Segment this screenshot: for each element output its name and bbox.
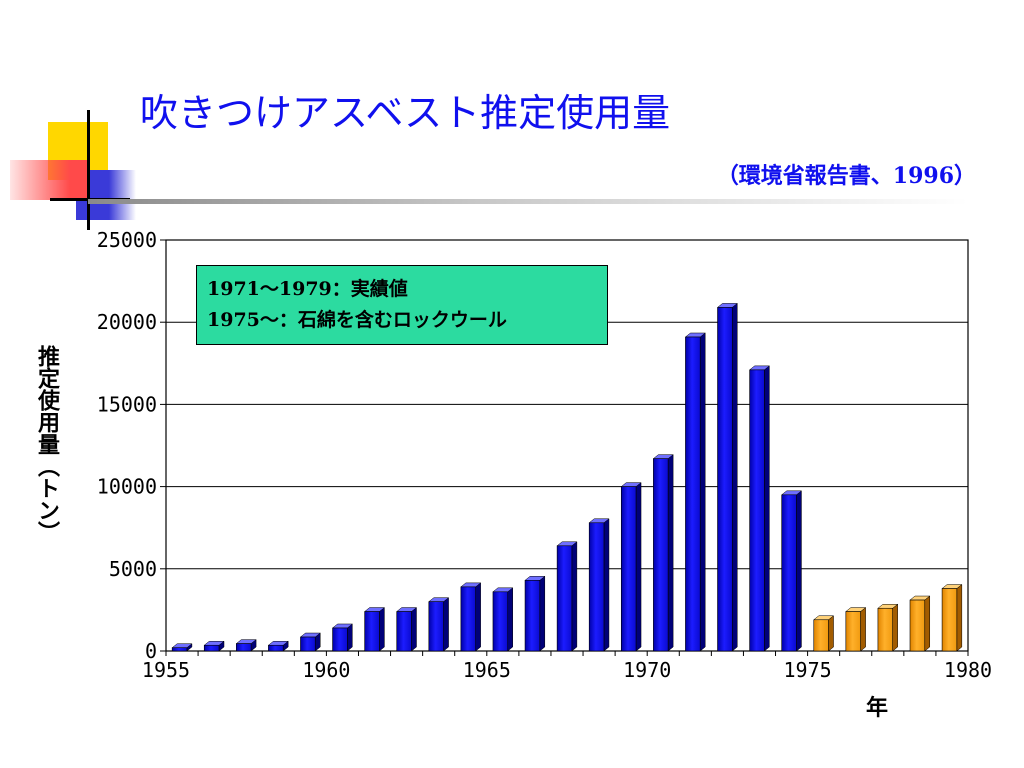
bar: [396, 611, 412, 652]
bar: [877, 607, 893, 652]
bar-side: [699, 332, 706, 652]
bar-side: [667, 454, 674, 652]
bar: [941, 588, 958, 652]
slide-title: 吹きつけアスベスト推定使用量: [140, 91, 671, 135]
bar: [813, 619, 829, 652]
x-tick-label: 1975: [784, 658, 832, 682]
decoration-red-bar: [10, 160, 90, 200]
bar-side: [892, 603, 898, 652]
x-tick-label: 1965: [463, 658, 511, 682]
bar: [492, 591, 509, 652]
bar: [203, 644, 220, 652]
bar: [171, 647, 188, 652]
bar-side: [828, 615, 834, 652]
bar: [524, 580, 541, 652]
y-tick-label: 10000: [97, 475, 157, 499]
bar-side: [956, 584, 963, 652]
bar: [653, 458, 669, 652]
bar-side: [860, 607, 866, 652]
slide-subtitle: （環境省報告書、1996）: [716, 163, 976, 189]
axes: 0 5000 10000 15000 20000 25000 1955 1960 1965 197…: [97, 228, 992, 682]
bar-side: [443, 597, 449, 652]
decoration-vertical-line: [87, 110, 90, 230]
bar-side: [732, 302, 738, 652]
bar: [460, 586, 476, 652]
annotation-line-2: 1975～：石綿を含むロックウール: [207, 309, 507, 331]
y-tick-label: 0: [145, 639, 157, 663]
x-tick-label: 1980: [944, 658, 992, 682]
bar-side: [924, 595, 931, 652]
bar-side: [764, 365, 770, 652]
annotation-line-1: 1971～1979：実績値: [207, 278, 408, 300]
y-axis-label: 推定使用量（トン）: [34, 345, 59, 543]
bar-side: [571, 541, 578, 652]
bar: [300, 636, 316, 652]
bar-side: [539, 575, 546, 652]
title-underline: [88, 199, 968, 204]
x-tick-label: 1955: [142, 658, 190, 682]
bar-side: [347, 623, 353, 652]
y-tick-label: 20000: [97, 310, 157, 334]
bar: [909, 599, 926, 652]
annotation-box: 1971～1979：実績値 1975～：石綿を含むロックウール: [196, 265, 608, 345]
bar-side: [796, 490, 802, 652]
bar: [685, 336, 701, 652]
bar: [364, 611, 380, 652]
bar: [620, 486, 637, 652]
y-tick-label: 15000: [97, 392, 157, 416]
x-tick-label: 1970: [623, 658, 671, 682]
y-tick-label: 25000: [97, 228, 157, 252]
x-axis-label: 年: [866, 696, 889, 721]
bar: [749, 369, 765, 652]
y-tick-label: 5000: [109, 557, 157, 581]
bar: [588, 522, 605, 652]
bar-side: [635, 482, 642, 652]
x-tick-label: 1960: [302, 658, 350, 682]
bar-side: [507, 587, 513, 652]
bars: [171, 302, 963, 652]
bar-side: [603, 518, 610, 652]
bar: [268, 644, 284, 652]
bar-side: [475, 582, 481, 652]
bar: [717, 307, 733, 652]
bar-side: [411, 607, 417, 652]
bar-side: [379, 607, 385, 652]
bar: [845, 611, 861, 652]
bar: [428, 601, 444, 652]
bar: [556, 545, 573, 652]
bar: [332, 627, 348, 652]
bar: [236, 643, 252, 652]
bar: [781, 494, 797, 652]
